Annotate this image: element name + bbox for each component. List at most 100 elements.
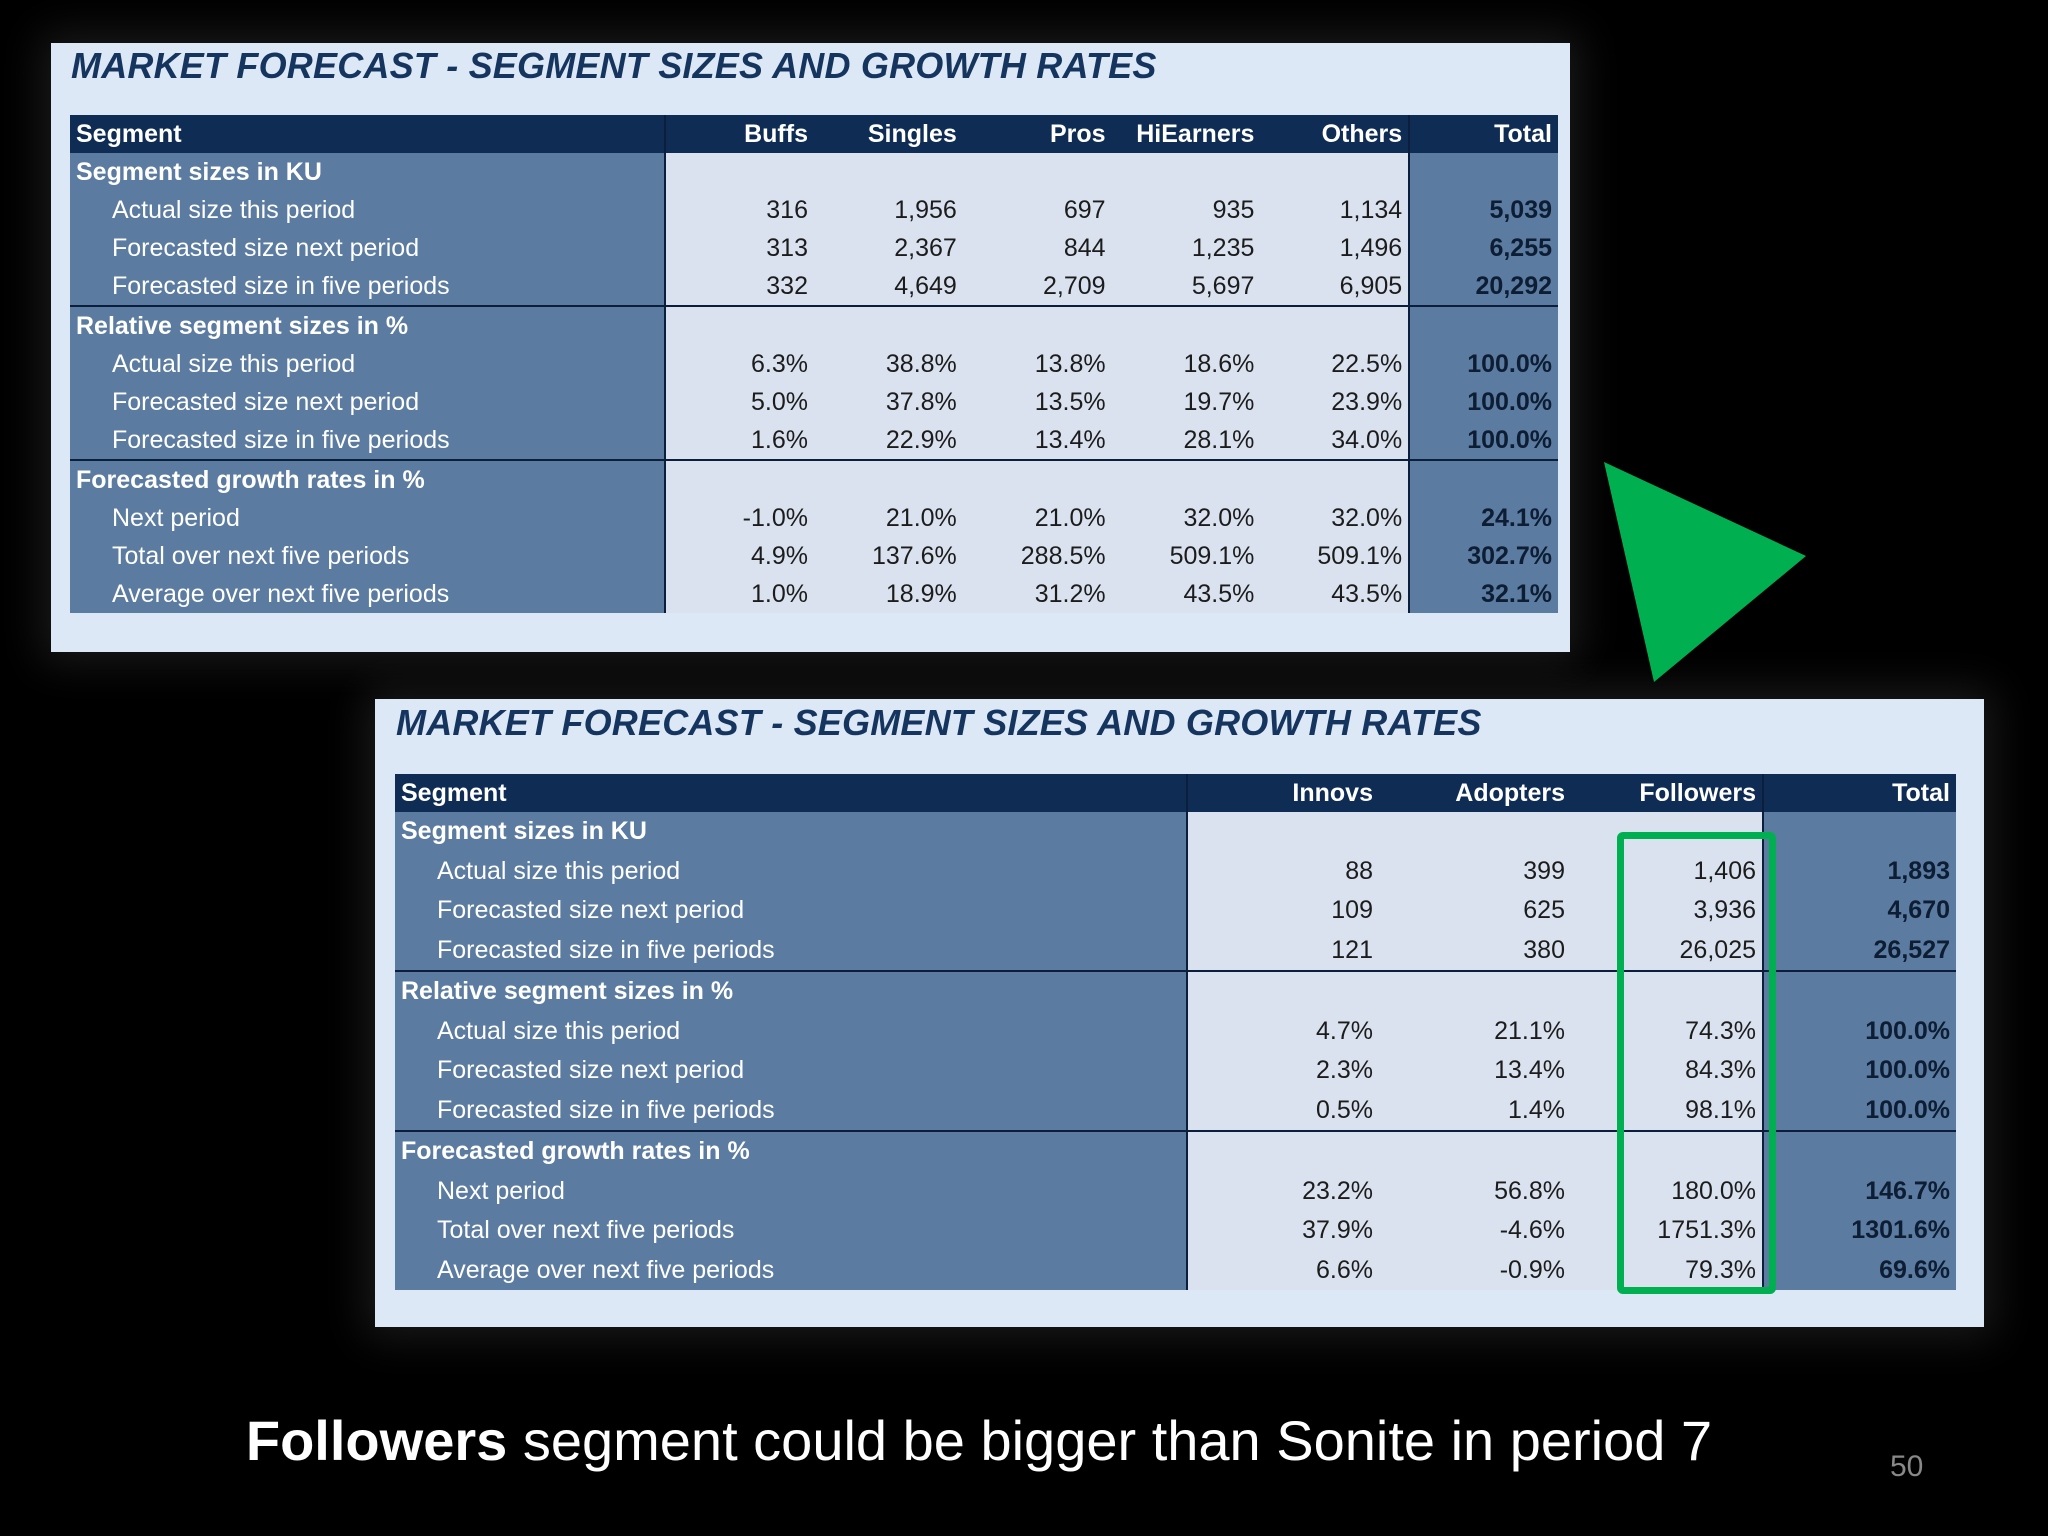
header-column: Adopters (1379, 774, 1571, 812)
row-label: Total over next five periods (70, 537, 666, 575)
value-cell: 21.1% (1379, 1011, 1571, 1051)
total-cell: 4,670 (1762, 891, 1956, 931)
total-cell: 100.0% (1408, 383, 1558, 421)
header-column: Others (1260, 115, 1410, 153)
value-cell: 32.0% (1260, 499, 1410, 537)
forecast-table-before: Segment Buffs Singles Pros HiEarners Others To… (70, 115, 1558, 613)
value-cell: 18.6% (1111, 345, 1261, 383)
empty-cell (813, 305, 963, 345)
row-label: Forecasted size in five periods (70, 421, 666, 460)
total-cell: 302.7% (1408, 537, 1558, 575)
total-cell: 1301.6% (1762, 1211, 1956, 1251)
table-row: Average over next five periods 1.0% 18.9% 3… (70, 575, 1558, 613)
header-segment: Segment (395, 774, 1187, 812)
value-cell: 37.9% (1186, 1211, 1379, 1251)
value-cell: 180.0% (1571, 1171, 1763, 1211)
value-cell: 84.3% (1571, 1051, 1763, 1091)
caption-bold: Followers (245, 1409, 508, 1472)
value-cell: 56.8% (1379, 1171, 1571, 1211)
table-row: Forecasted size in five periods 0.5% 1.4% 9… (395, 1090, 1956, 1131)
empty-cell (813, 459, 963, 499)
total-cell: 20,292 (1408, 267, 1558, 306)
row-label: Next period (395, 1171, 1187, 1211)
value-cell: 109 (1186, 891, 1379, 931)
value-cell: 1,406 (1571, 851, 1763, 891)
header-column: Singles (813, 115, 963, 153)
value-cell: 6.3% (664, 345, 814, 383)
value-cell: 2.3% (1186, 1051, 1379, 1091)
empty-cell (1260, 153, 1410, 191)
arrow-shape (1604, 462, 1806, 682)
empty-cell (1379, 970, 1571, 1012)
empty-cell (664, 305, 814, 345)
value-cell: 4,649 (813, 267, 963, 306)
value-cell: 697 (962, 191, 1112, 229)
row-label: Actual size this period (395, 851, 1187, 891)
panel-title: MARKET FORECAST - SEGMENT SIZES AND GROW… (71, 45, 1157, 86)
value-cell: 13.8% (962, 345, 1112, 383)
value-cell: 625 (1379, 891, 1571, 931)
empty-cell (1762, 1130, 1956, 1172)
empty-cell (962, 459, 1112, 499)
value-cell: 380 (1379, 930, 1571, 971)
row-label: Actual size this period (70, 345, 666, 383)
value-cell: 3,936 (1571, 891, 1763, 931)
value-cell: 43.5% (1260, 575, 1410, 613)
empty-cell (962, 305, 1112, 345)
row-label: Forecasted size next period (70, 383, 666, 421)
table-row: Forecasted size next period 5.0% 37.8% 13.5… (70, 383, 1558, 421)
table-row: Forecasted size next period 109 625 3,936 4,… (395, 891, 1956, 931)
total-cell: 6,255 (1408, 229, 1558, 267)
empty-cell (813, 153, 963, 191)
value-cell: 2,709 (962, 267, 1112, 306)
value-cell: 6,905 (1260, 267, 1410, 306)
section-title: Segment sizes in KU (395, 812, 1187, 852)
value-cell: 1751.3% (1571, 1211, 1763, 1251)
value-cell: 509.1% (1111, 537, 1261, 575)
value-cell: 844 (962, 229, 1112, 267)
header-segment: Segment (70, 115, 666, 153)
empty-cell (1186, 812, 1379, 852)
value-cell: 316 (664, 191, 814, 229)
total-cell: 1,893 (1762, 851, 1956, 891)
empty-cell (664, 459, 814, 499)
empty-cell (1408, 305, 1558, 345)
table-row: Next period -1.0% 21.0% 21.0% 32.0% 32.0% 24.1… (70, 499, 1558, 537)
value-cell: 79.3% (1571, 1250, 1763, 1290)
header-column: Buffs (664, 115, 814, 153)
panel-title: MARKET FORECAST - SEGMENT SIZES AND GROW… (396, 702, 1482, 743)
value-cell: 32.0% (1111, 499, 1261, 537)
total-cell: 32.1% (1408, 575, 1558, 613)
value-cell: 13.4% (962, 421, 1112, 460)
row-label: Forecasted size next period (395, 1051, 1187, 1091)
section-title: Segment sizes in KU (70, 153, 666, 191)
value-cell: 121 (1186, 930, 1379, 971)
value-cell: 37.8% (813, 383, 963, 421)
value-cell: 288.5% (962, 537, 1112, 575)
value-cell: 2,367 (813, 229, 963, 267)
total-cell: 100.0% (1762, 1011, 1956, 1051)
header-column: Innovs (1186, 774, 1379, 812)
section-row: Segment sizes in KU (395, 812, 1956, 852)
header-total: Total (1762, 774, 1956, 812)
empty-cell (1379, 812, 1571, 852)
row-label: Total over next five periods (395, 1211, 1187, 1251)
total-cell: 100.0% (1762, 1051, 1956, 1091)
value-cell: 1.6% (664, 421, 814, 460)
value-cell: 935 (1111, 191, 1261, 229)
total-cell: 69.6% (1762, 1250, 1956, 1290)
value-cell: 13.4% (1379, 1051, 1571, 1091)
value-cell: 1,956 (813, 191, 963, 229)
row-label: Forecasted size next period (70, 229, 666, 267)
table-row: Forecasted size in five periods 332 4,649 2… (70, 267, 1558, 306)
value-cell: -0.9% (1379, 1250, 1571, 1290)
section-row: Relative segment sizes in % (70, 305, 1558, 345)
value-cell: 1,134 (1260, 191, 1410, 229)
value-cell: -1.0% (664, 499, 814, 537)
section-title: Forecasted growth rates in % (395, 1130, 1187, 1172)
value-cell: 137.6% (813, 537, 963, 575)
value-cell: 38.8% (813, 345, 963, 383)
row-label: Actual size this period (395, 1011, 1187, 1051)
value-cell: 4.7% (1186, 1011, 1379, 1051)
caption-rest: segment could be bigger than Sonite in p… (507, 1409, 1713, 1472)
